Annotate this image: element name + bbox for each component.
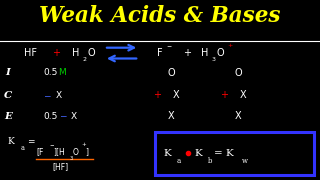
- Text: O: O: [73, 148, 79, 157]
- Text: −: −: [59, 112, 66, 121]
- Text: H: H: [71, 48, 79, 58]
- Text: X: X: [70, 112, 76, 121]
- Text: [F: [F: [37, 148, 44, 157]
- Text: ][H: ][H: [53, 148, 65, 157]
- Text: +: +: [220, 90, 228, 100]
- Text: E: E: [4, 112, 12, 121]
- Text: 3: 3: [212, 57, 216, 62]
- Text: I: I: [5, 68, 11, 77]
- Text: X: X: [240, 90, 246, 100]
- Text: O: O: [87, 48, 95, 58]
- Text: −: −: [50, 142, 54, 147]
- Text: +: +: [153, 90, 161, 100]
- Text: +: +: [52, 48, 60, 58]
- Text: +: +: [82, 142, 86, 147]
- Text: K: K: [163, 149, 171, 158]
- Text: X: X: [235, 111, 242, 121]
- Text: 3: 3: [70, 156, 73, 161]
- Text: M: M: [59, 68, 66, 77]
- Text: 0.5: 0.5: [43, 112, 58, 121]
- Text: X: X: [173, 90, 179, 100]
- Text: K: K: [195, 149, 202, 158]
- Text: Weak Acids & Bases: Weak Acids & Bases: [39, 5, 281, 27]
- Text: 2: 2: [82, 57, 86, 62]
- Text: b: b: [208, 157, 212, 165]
- Text: C: C: [4, 91, 12, 100]
- Text: +: +: [228, 43, 233, 48]
- Text: 0.5: 0.5: [43, 68, 58, 77]
- Text: K: K: [7, 137, 14, 146]
- Text: a: a: [20, 144, 24, 152]
- Text: O: O: [167, 68, 175, 78]
- Text: F: F: [157, 48, 163, 58]
- Text: w: w: [242, 157, 248, 165]
- Text: +: +: [183, 48, 191, 58]
- Text: a: a: [177, 157, 181, 165]
- Text: HF: HF: [24, 48, 37, 58]
- Text: X: X: [168, 111, 174, 121]
- Text: ]: ]: [85, 148, 88, 157]
- Text: H: H: [201, 48, 209, 58]
- Text: = K: = K: [214, 149, 234, 158]
- FancyBboxPatch shape: [155, 132, 314, 175]
- Text: =: =: [27, 137, 34, 146]
- Text: [HF]: [HF]: [52, 162, 68, 171]
- Text: O: O: [235, 68, 242, 78]
- Text: −: −: [166, 43, 172, 48]
- Text: −: −: [43, 91, 51, 100]
- Text: O: O: [217, 48, 225, 58]
- Text: X: X: [55, 91, 61, 100]
